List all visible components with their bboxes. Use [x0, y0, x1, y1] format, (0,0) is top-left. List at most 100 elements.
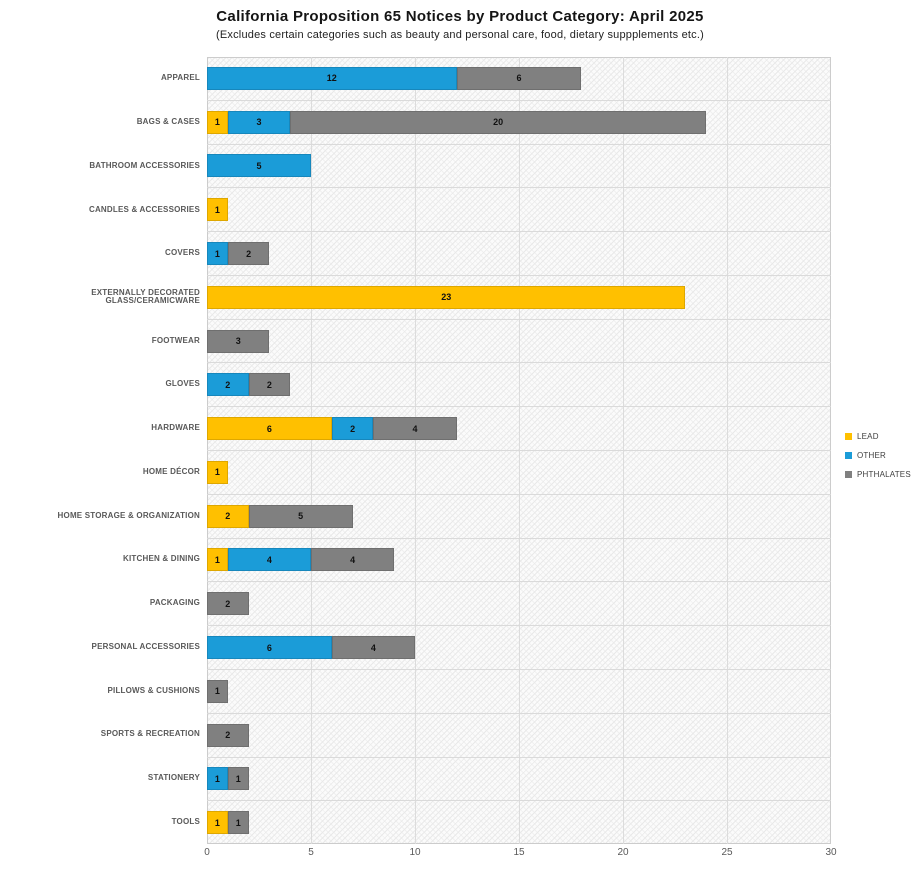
category-label-text: EXTERNALLY DECORATED GLASS/CERAMICWARE: [91, 287, 200, 306]
legend-swatch-icon: [845, 471, 852, 478]
category-label-text: BAGS & CASES: [136, 117, 200, 127]
x-tick-label: 25: [721, 847, 733, 858]
bar-segment-phthalates: 2: [207, 723, 249, 747]
category-label-text: GLOVES: [165, 379, 200, 389]
bar-stack: 2: [207, 723, 831, 747]
chart-row: 12 6: [207, 57, 831, 101]
bar-stack: 12 6: [207, 66, 831, 90]
bar-segment-phthalates: 2: [207, 592, 249, 616]
bar-segment-other: 4: [227, 548, 311, 572]
category-label-text: HOME DÉCOR: [142, 466, 200, 476]
x-axis: 0 5 10 15 20 25 30: [204, 847, 836, 863]
legend-item-other: OTHER: [845, 451, 911, 460]
category-label: SPORTS & RECREATION: [0, 713, 200, 757]
bar-segment-phthalates: 4: [310, 548, 395, 572]
bar-segment-phthalates: 2: [248, 373, 291, 397]
plot-area: 12 6 1 3 20 5 1 1 2 23 3 2 2 6 2 4 1 2 5 1 4 4 2 6 4 1 2 1 1 1 1: [207, 57, 831, 844]
x-tick-label: 5: [308, 847, 314, 858]
chart-row: 5: [207, 145, 831, 189]
bar-segment-phthalates: 6: [456, 66, 582, 90]
bar-segment-phthalates: 20: [290, 110, 707, 134]
bar-segment-other: 5: [207, 154, 311, 178]
category-label: CANDLES & ACCESSORIES: [0, 188, 200, 232]
bar-stack: 1: [207, 460, 831, 484]
legend-label: PHTHALATES: [857, 470, 911, 479]
bar-segment-lead: 1: [207, 198, 228, 222]
category-label-text: PERSONAL ACCESSORIES: [91, 641, 200, 651]
chart-row: 1: [207, 188, 831, 233]
category-label-text: BATHROOM ACCESSORIES: [89, 160, 200, 170]
bar-segment-lead: 2: [207, 504, 249, 528]
bar-segment-phthalates: 5: [248, 504, 353, 528]
category-label: PILLOWS & CUSHIONS: [0, 669, 200, 713]
bar-stack: 1: [207, 198, 831, 222]
category-label: TOOLS: [0, 800, 200, 844]
x-tick-label: 10: [409, 847, 421, 858]
bar-stack: 5: [207, 154, 831, 178]
x-tick-label: 15: [513, 847, 525, 858]
legend-item-phthalates: PHTHALATES: [845, 470, 911, 479]
category-label-text: CANDLES & ACCESSORIES: [88, 204, 200, 214]
bar-segment-other: 6: [207, 636, 332, 660]
bar-segment-phthalates: 1: [227, 811, 249, 835]
category-label: FOOTWEAR: [0, 319, 200, 363]
bar-segment-lead: 6: [207, 417, 332, 441]
legend: LEAD OTHER PHTHALATES: [845, 432, 911, 479]
bar-segment-lead: 1: [207, 811, 228, 835]
category-label-text: STATIONERY: [147, 772, 200, 782]
legend-label: LEAD: [857, 432, 879, 441]
bar-segment-other: 12: [207, 66, 457, 90]
category-label: HARDWARE: [0, 407, 200, 451]
bar-segment-lead: 1: [207, 460, 228, 484]
bar-segment-lead: 1: [207, 110, 228, 134]
legend-item-lead: LEAD: [845, 432, 911, 441]
category-label: APPAREL: [0, 57, 200, 101]
category-label-text: TOOLS: [171, 816, 200, 826]
bar-rows: 12 6 1 3 20 5 1 1 2 23 3 2 2 6 2 4 1 2 5 1 4 4 2 6 4 1 2 1 1 1 1: [207, 57, 831, 844]
bar-segment-lead: 23: [207, 285, 686, 309]
bar-segment-lead: 1: [207, 548, 228, 572]
category-label: HOME DÉCOR: [0, 450, 200, 494]
bar-stack: 1 3 20: [207, 110, 831, 134]
category-label: PERSONAL ACCESSORIES: [0, 625, 200, 669]
chart-row: 1: [207, 451, 831, 495]
category-label: KITCHEN & DINING: [0, 538, 200, 582]
bar-stack: 3: [207, 329, 831, 353]
legend-swatch-icon: [845, 452, 852, 459]
chart-row: 2: [207, 714, 831, 758]
category-axis: APPAREL BAGS & CASES BATHROOM ACCESSORIES C…: [0, 57, 200, 844]
bar-stack: 1: [207, 679, 831, 703]
bar-segment-phthalates: 2: [227, 242, 270, 266]
bar-stack: 23: [207, 285, 831, 309]
category-label-text: FOOTWEAR: [151, 335, 200, 345]
bar-segment-phthalates: 3: [207, 329, 270, 353]
bar-segment-phthalates: 4: [373, 417, 457, 441]
bar-segment-other: 1: [207, 767, 228, 791]
category-label: PACKAGING: [0, 582, 200, 626]
x-tick-label: 20: [617, 847, 629, 858]
category-label: COVERS: [0, 232, 200, 276]
category-label-text: HARDWARE: [151, 423, 200, 433]
bar-segment-phthalates: 1: [207, 679, 228, 703]
bar-segment-other: 2: [331, 417, 374, 441]
bar-segment-other: 1: [207, 242, 228, 266]
category-label: BAGS & CASES: [0, 101, 200, 145]
category-label: HOME STORAGE & ORGANIZATION: [0, 494, 200, 538]
category-label-text: PILLOWS & CUSHIONS: [107, 685, 200, 695]
category-label: BATHROOM ACCESSORIES: [0, 144, 200, 188]
chart-row: 23: [207, 276, 831, 320]
category-label: EXTERNALLY DECORATED GLASS/CERAMICWARE: [0, 276, 200, 320]
